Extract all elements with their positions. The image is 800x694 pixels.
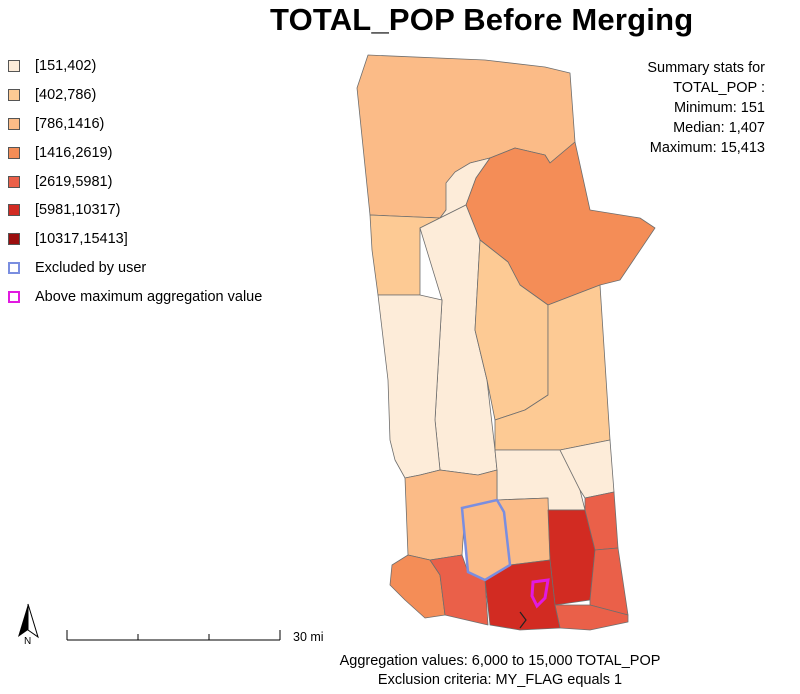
summary-stats: Summary stats for TOTAL_POP : Minimum: 1… xyxy=(647,58,765,158)
legend-swatch xyxy=(8,261,20,274)
legend-swatch xyxy=(8,290,20,303)
legend-label: [786,1416) xyxy=(35,115,105,132)
legend-label: Excluded by user xyxy=(35,259,147,276)
map-legend: [151,402) [402,786) [786,1416) [1416,261… xyxy=(8,52,262,311)
legend-item: [1416,2619) xyxy=(8,138,262,167)
aggregation-values: Aggregation values: 6,000 to 15,000 TOTA… xyxy=(339,653,661,669)
legend-item: [10317,15413] xyxy=(8,225,262,254)
legend-label: [151,402) xyxy=(35,58,97,75)
legend-swatch xyxy=(8,233,20,246)
exclusion-criteria: Exclusion criteria: MY_FLAG equals 1 xyxy=(377,672,623,688)
legend-swatch xyxy=(8,204,20,217)
legend-swatch xyxy=(8,89,20,102)
legend-item: Excluded by user xyxy=(8,254,262,283)
region xyxy=(547,509,596,606)
legend-label: [5981,10317) xyxy=(35,202,121,219)
legend-label: [1416,2619) xyxy=(35,144,113,161)
north-arrow-label: N xyxy=(24,636,31,647)
legend-item: [151,402) xyxy=(8,52,262,81)
legend-swatch xyxy=(8,117,20,130)
stats-minimum: Minimum: 151 xyxy=(673,100,765,116)
legend-item: [2619,5981) xyxy=(8,167,262,196)
legend-item: Above maximum aggregation value xyxy=(8,282,262,311)
map-title: TOTAL_POP Before Merging xyxy=(270,2,694,37)
legend-item: [5981,10317) xyxy=(8,196,262,225)
excluded-region-outline xyxy=(460,498,512,582)
legend-label: Above maximum aggregation value xyxy=(35,288,263,305)
above-max-region-outline xyxy=(530,578,550,609)
creek xyxy=(519,611,527,629)
stats-field: TOTAL_POP : xyxy=(673,80,765,96)
legend-label: [2619,5981) xyxy=(35,173,113,190)
region xyxy=(589,547,629,616)
legend-swatch xyxy=(8,146,20,159)
stats-heading: Summary stats for xyxy=(647,60,765,76)
scale-label: 30 mi xyxy=(293,630,324,644)
legend-label: [402,786) xyxy=(35,87,97,104)
map-footer: Aggregation values: 6,000 to 15,000 TOTA… xyxy=(0,652,800,690)
north-arrow-icon xyxy=(18,603,39,639)
scale-bar xyxy=(66,630,281,641)
legend-label: [10317,15413] xyxy=(35,231,128,248)
legend-item: [402,786) xyxy=(8,81,262,110)
stats-median: Median: 1,407 xyxy=(673,120,765,136)
region xyxy=(429,554,489,626)
stats-maximum: Maximum: 15,413 xyxy=(649,140,765,156)
region xyxy=(377,294,443,479)
legend-swatch xyxy=(8,175,20,188)
region xyxy=(484,559,561,631)
legend-item: [786,1416) xyxy=(8,110,262,139)
legend-swatch xyxy=(8,60,20,73)
